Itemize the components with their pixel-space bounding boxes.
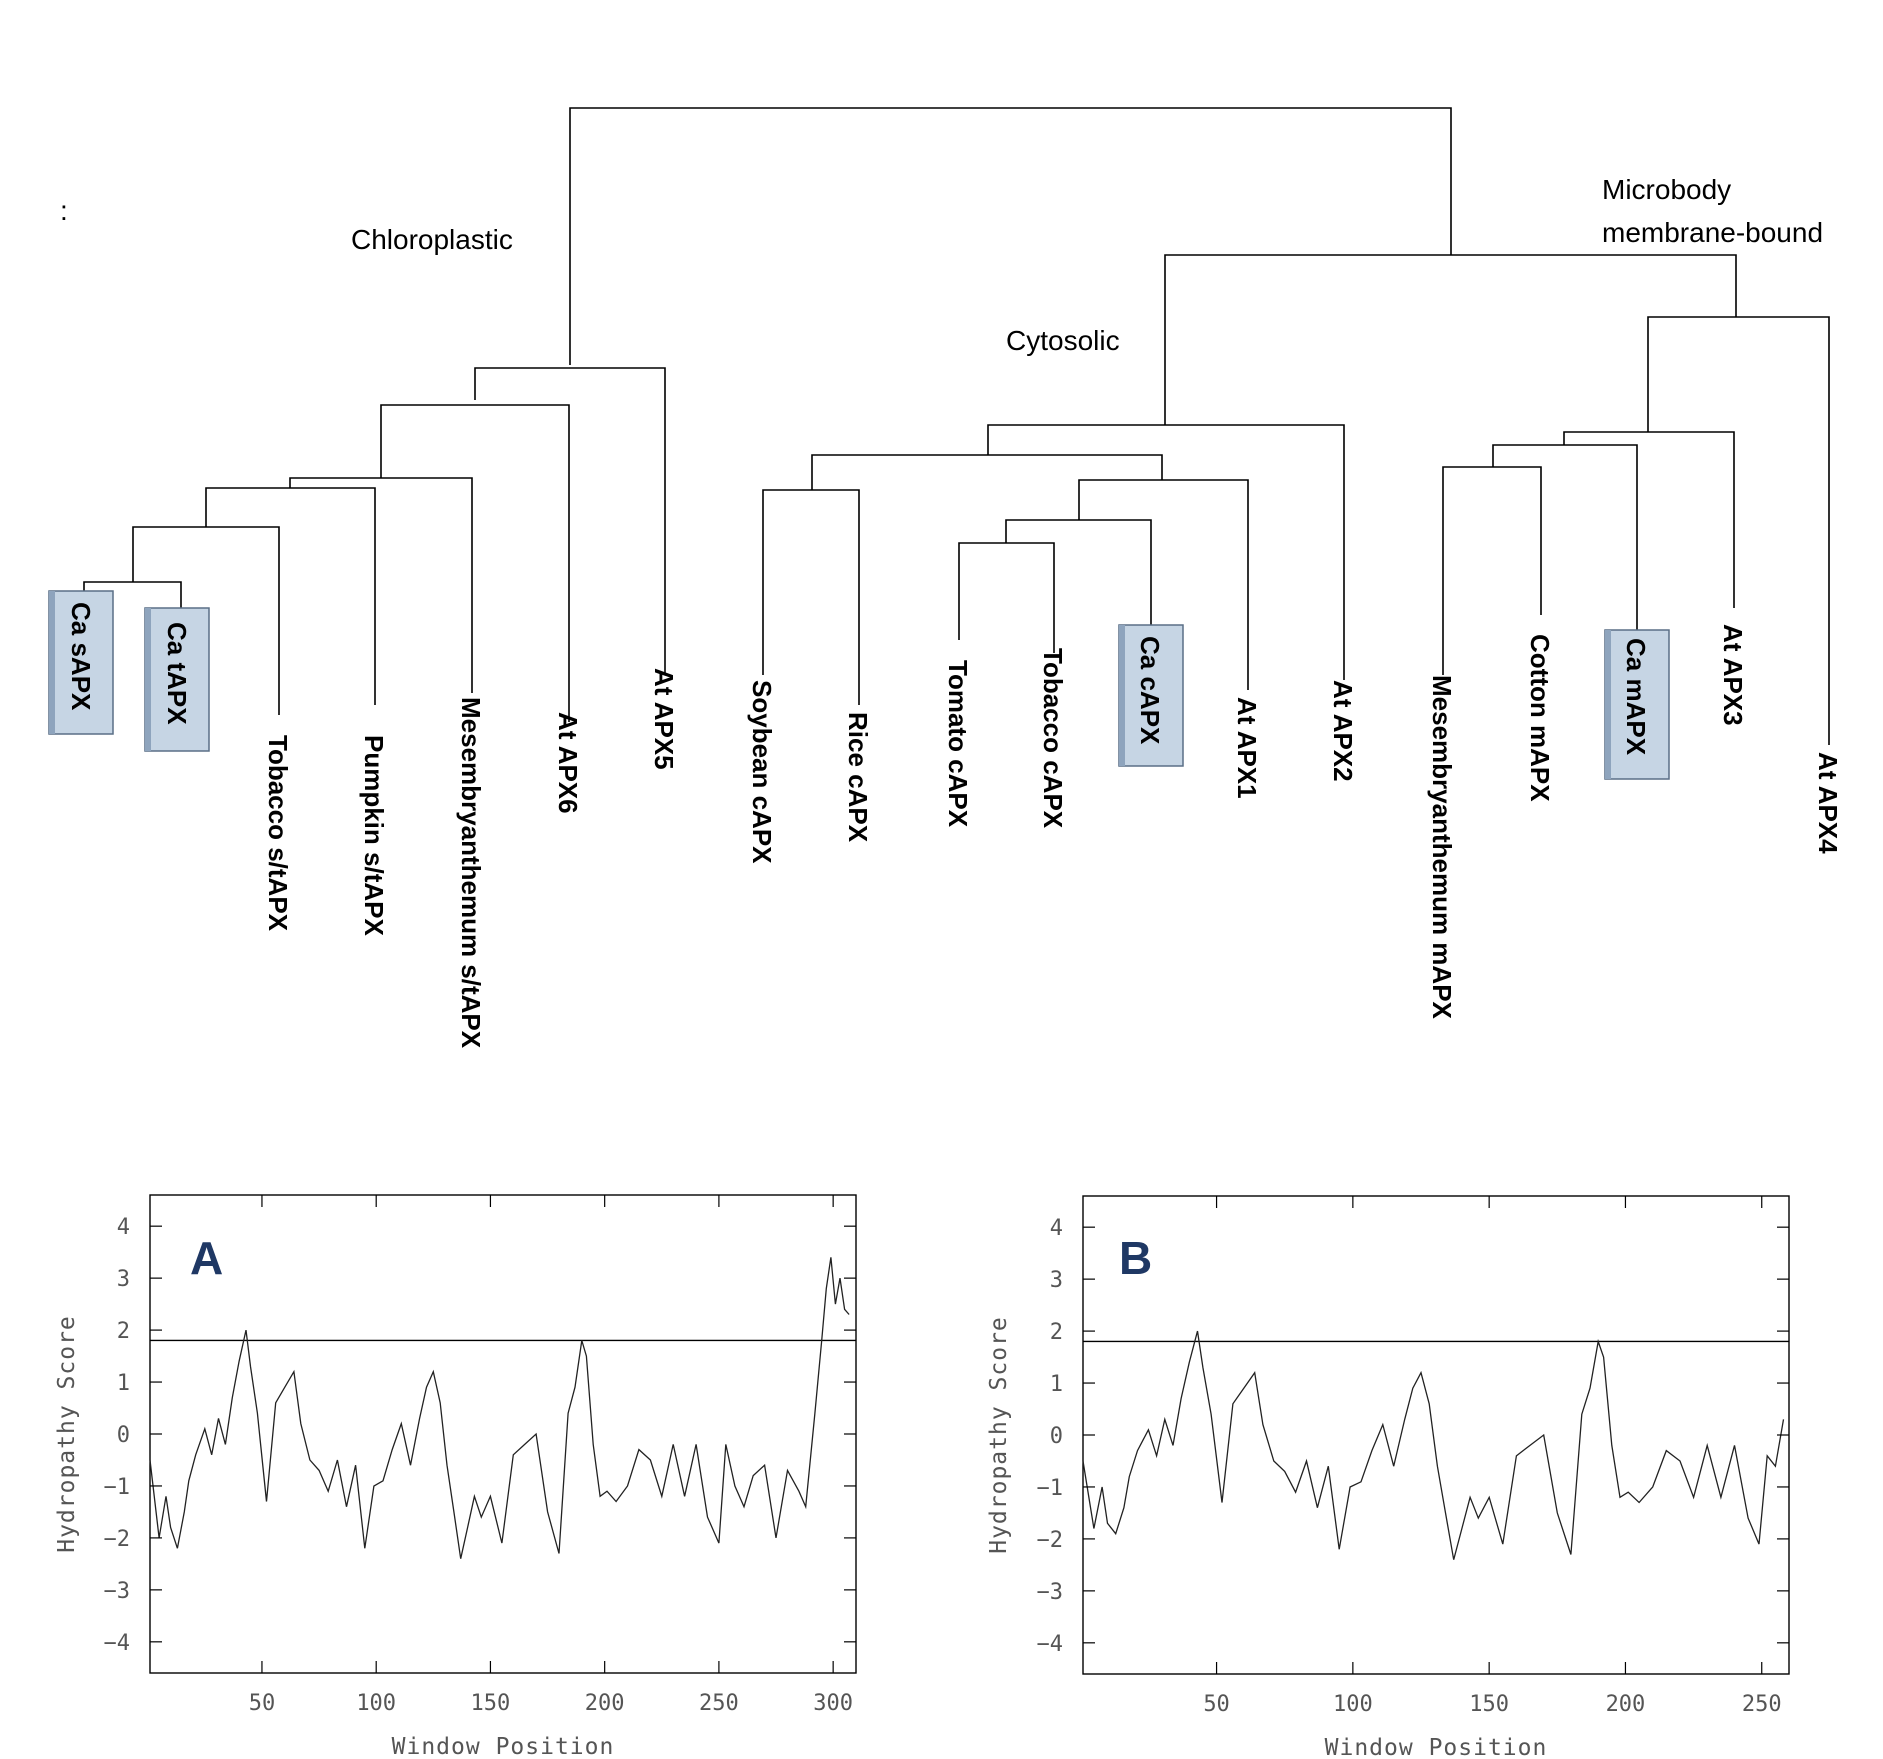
- y-tick-label: 3: [117, 1267, 130, 1292]
- leaf-ca-sapx: Ca sAPX: [66, 602, 96, 711]
- y-tick-label: −2: [104, 1527, 131, 1552]
- clade-label-microbody: Microbody: [1602, 174, 1731, 205]
- leaf-mesembryanthemum-s-tapx: Mesembryanthemum s/tAPX: [456, 697, 486, 1049]
- leaf-at-apx6: At APX6: [553, 712, 583, 814]
- plot-b-x-axis-title: Window Position: [1325, 1735, 1548, 1759]
- branch-ca-s-t: [83, 581, 182, 608]
- x-tick-label: 100: [1333, 1692, 1373, 1717]
- leaf-tobacco-capx: Tobacco cAPX: [1038, 648, 1068, 829]
- highlight-ca-capx: [1118, 624, 1184, 767]
- plot-a-y-axis-title: Hydropathy Score: [54, 1315, 80, 1553]
- branch-mes-cotton: [1442, 466, 1542, 675]
- branch-cyto-right: [1078, 479, 1249, 690]
- x-tick-label: 250: [1742, 1692, 1782, 1717]
- leaf-tobacco-s-tapx: Tobacco s/tAPX: [263, 735, 293, 932]
- y-tick-label: −3: [1037, 1580, 1064, 1605]
- clade-label-chloroplastic: Chloroplastic: [351, 224, 513, 255]
- y-tick-label: −3: [104, 1579, 131, 1604]
- branch-soy-rice: [762, 489, 860, 705]
- leaf-soybean-capx: Soybean cAPX: [747, 680, 777, 864]
- y-tick-label: 3: [1050, 1268, 1063, 1293]
- plot-b-hydropathy-trace: [1082, 1330, 1785, 1560]
- branch-tomato-tobacco-ca: [1005, 519, 1152, 625]
- y-tick-label: 2: [117, 1319, 130, 1344]
- branch-microbody-inner: [1563, 431, 1735, 608]
- plot-b-x-ticks: 50 100 150 200 250: [1203, 1196, 1782, 1717]
- leaf-at-apx4: At APX4: [1813, 752, 1843, 854]
- leaf-rice-capx: Rice cAPX: [843, 712, 873, 843]
- x-tick-label: 50: [1203, 1692, 1230, 1717]
- x-tick-label: 50: [249, 1691, 276, 1716]
- x-tick-label: 150: [1469, 1692, 1509, 1717]
- leaf-tomato-capx: Tomato cAPX: [943, 660, 973, 828]
- plot-a-x-ticks: 50 100 150 200 250 300: [249, 1195, 853, 1716]
- y-tick-label: 2: [1050, 1320, 1063, 1345]
- y-tick-label: −1: [1037, 1476, 1064, 1501]
- plot-b-y-ticks: 4 3 2 1 0 −1 −2 −3 −4: [1037, 1216, 1789, 1657]
- y-tick-label: −2: [1037, 1528, 1064, 1553]
- branch-s-t-group: [289, 477, 473, 693]
- x-tick-label: 200: [1606, 1692, 1646, 1717]
- x-tick-label: 250: [699, 1691, 739, 1716]
- branch-cyto-left: [811, 454, 1163, 490]
- branch-ca-tobacco: [205, 487, 376, 705]
- leaf-mesembryanthemum-mapx: Mesembryanthemum mAPX: [1427, 675, 1457, 1020]
- highlight-ca-mapx: [1604, 629, 1670, 780]
- branch-root: [569, 107, 1452, 365]
- panel-letter-b: B: [1119, 1232, 1152, 1284]
- y-tick-label: 1: [1050, 1372, 1063, 1397]
- y-tick-label: −4: [1037, 1632, 1064, 1657]
- leaf-ca-mapx: Ca mAPX: [1621, 638, 1651, 756]
- x-tick-label: 100: [356, 1691, 396, 1716]
- branch-chloroplastic-inner: [380, 404, 570, 722]
- plot-a-hydropathy-trace: [149, 1257, 850, 1559]
- phylogenetic-tree: Chloroplastic Cytosolic Microbody membra…: [48, 107, 1843, 1049]
- branch-microbody: [1647, 316, 1830, 745]
- plot-b-y-axis-title: Hydropathy Score: [986, 1316, 1012, 1554]
- x-tick-label: 300: [813, 1691, 853, 1716]
- branch-tomato-tobacco: [958, 542, 1055, 653]
- y-tick-label: 0: [117, 1423, 130, 1448]
- y-tick-label: 4: [1050, 1216, 1063, 1241]
- leaf-at-apx5: At APX5: [649, 668, 679, 770]
- y-tick-label: 1: [117, 1371, 130, 1396]
- branch-cyto-micro: [1164, 254, 1737, 425]
- clade-label-membrane-bound: membrane-bound: [1602, 217, 1823, 248]
- x-tick-label: 150: [471, 1691, 511, 1716]
- clade-label-cytosolic: Cytosolic: [1006, 325, 1120, 356]
- branch-cytosolic: [987, 424, 1345, 680]
- leaf-ca-capx: Ca cAPX: [1135, 636, 1165, 745]
- leaf-cotton-mapx: Cotton mAPX: [1525, 634, 1555, 802]
- leaf-at-apx2: At APX2: [1328, 680, 1358, 782]
- y-tick-label: 4: [117, 1215, 130, 1240]
- leaf-labels: Ca sAPX Ca tAPX Tobacco s/tAPX Pumpkin s…: [66, 602, 1843, 1049]
- plot-a-frame: [149, 1194, 857, 1674]
- stray-mark: :: [60, 195, 68, 226]
- leaf-at-apx3: At APX3: [1718, 624, 1748, 726]
- y-tick-label: −1: [104, 1475, 131, 1500]
- branch-chloroplastic: [474, 367, 666, 675]
- leaf-pumpkin-s-tapx: Pumpkin s/tAPX: [359, 735, 389, 936]
- branch-ca-pair: [132, 526, 280, 715]
- plot-a-x-axis-title: Window Position: [392, 1734, 615, 1759]
- plot-b-frame: [1082, 1195, 1790, 1675]
- plot-a-y-ticks: 4 3 2 1 0 −1 −2 −3 −4: [104, 1215, 856, 1656]
- x-tick-label: 200: [585, 1691, 625, 1716]
- hydropathy-plot-b: 4 3 2 1 0 −1 −2 −3 −4 50 100 150 200 250 B Window Po…: [986, 1195, 1790, 1759]
- y-tick-label: −4: [104, 1631, 131, 1656]
- highlight-ca-sapx: [48, 590, 114, 735]
- panel-letter-a: A: [190, 1232, 223, 1284]
- highlight-ca-tapx: [144, 607, 210, 752]
- y-tick-label: 0: [1050, 1424, 1063, 1449]
- branch-mes-cotton-ca: [1492, 444, 1638, 630]
- leaf-at-apx1: At APX1: [1232, 697, 1262, 799]
- leaf-ca-tapx: Ca tAPX: [162, 622, 192, 725]
- hydropathy-plot-a: 4 3 2 1 0 −1 −2 −3 −4 50 100 150 200 250 300 A Window…: [54, 1194, 857, 1759]
